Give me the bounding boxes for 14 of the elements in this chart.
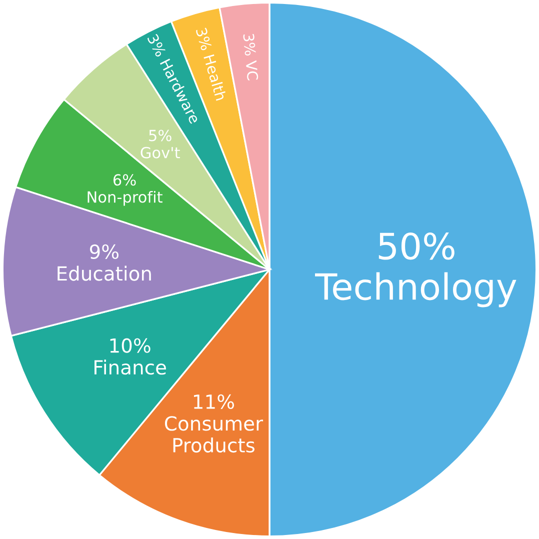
data-label: 9% bbox=[90, 244, 118, 260]
slice-label: Consumer Products bbox=[164, 416, 264, 453]
slice-label: Education bbox=[58, 266, 151, 281]
data-label: 10% bbox=[110, 338, 150, 353]
slice-label: 3% VC bbox=[243, 34, 258, 80]
slice-label: Finance bbox=[94, 360, 166, 375]
data-label: 6% bbox=[113, 174, 136, 186]
slice-label: 3% Health bbox=[196, 27, 227, 101]
slice-label: Technology bbox=[315, 272, 516, 308]
data-label: 50% bbox=[378, 232, 454, 260]
slice-label: Non-profit bbox=[88, 190, 162, 206]
data-label: 5% bbox=[149, 130, 172, 142]
slice-label: Gov't bbox=[140, 146, 180, 158]
data-label: 11% bbox=[194, 394, 234, 410]
